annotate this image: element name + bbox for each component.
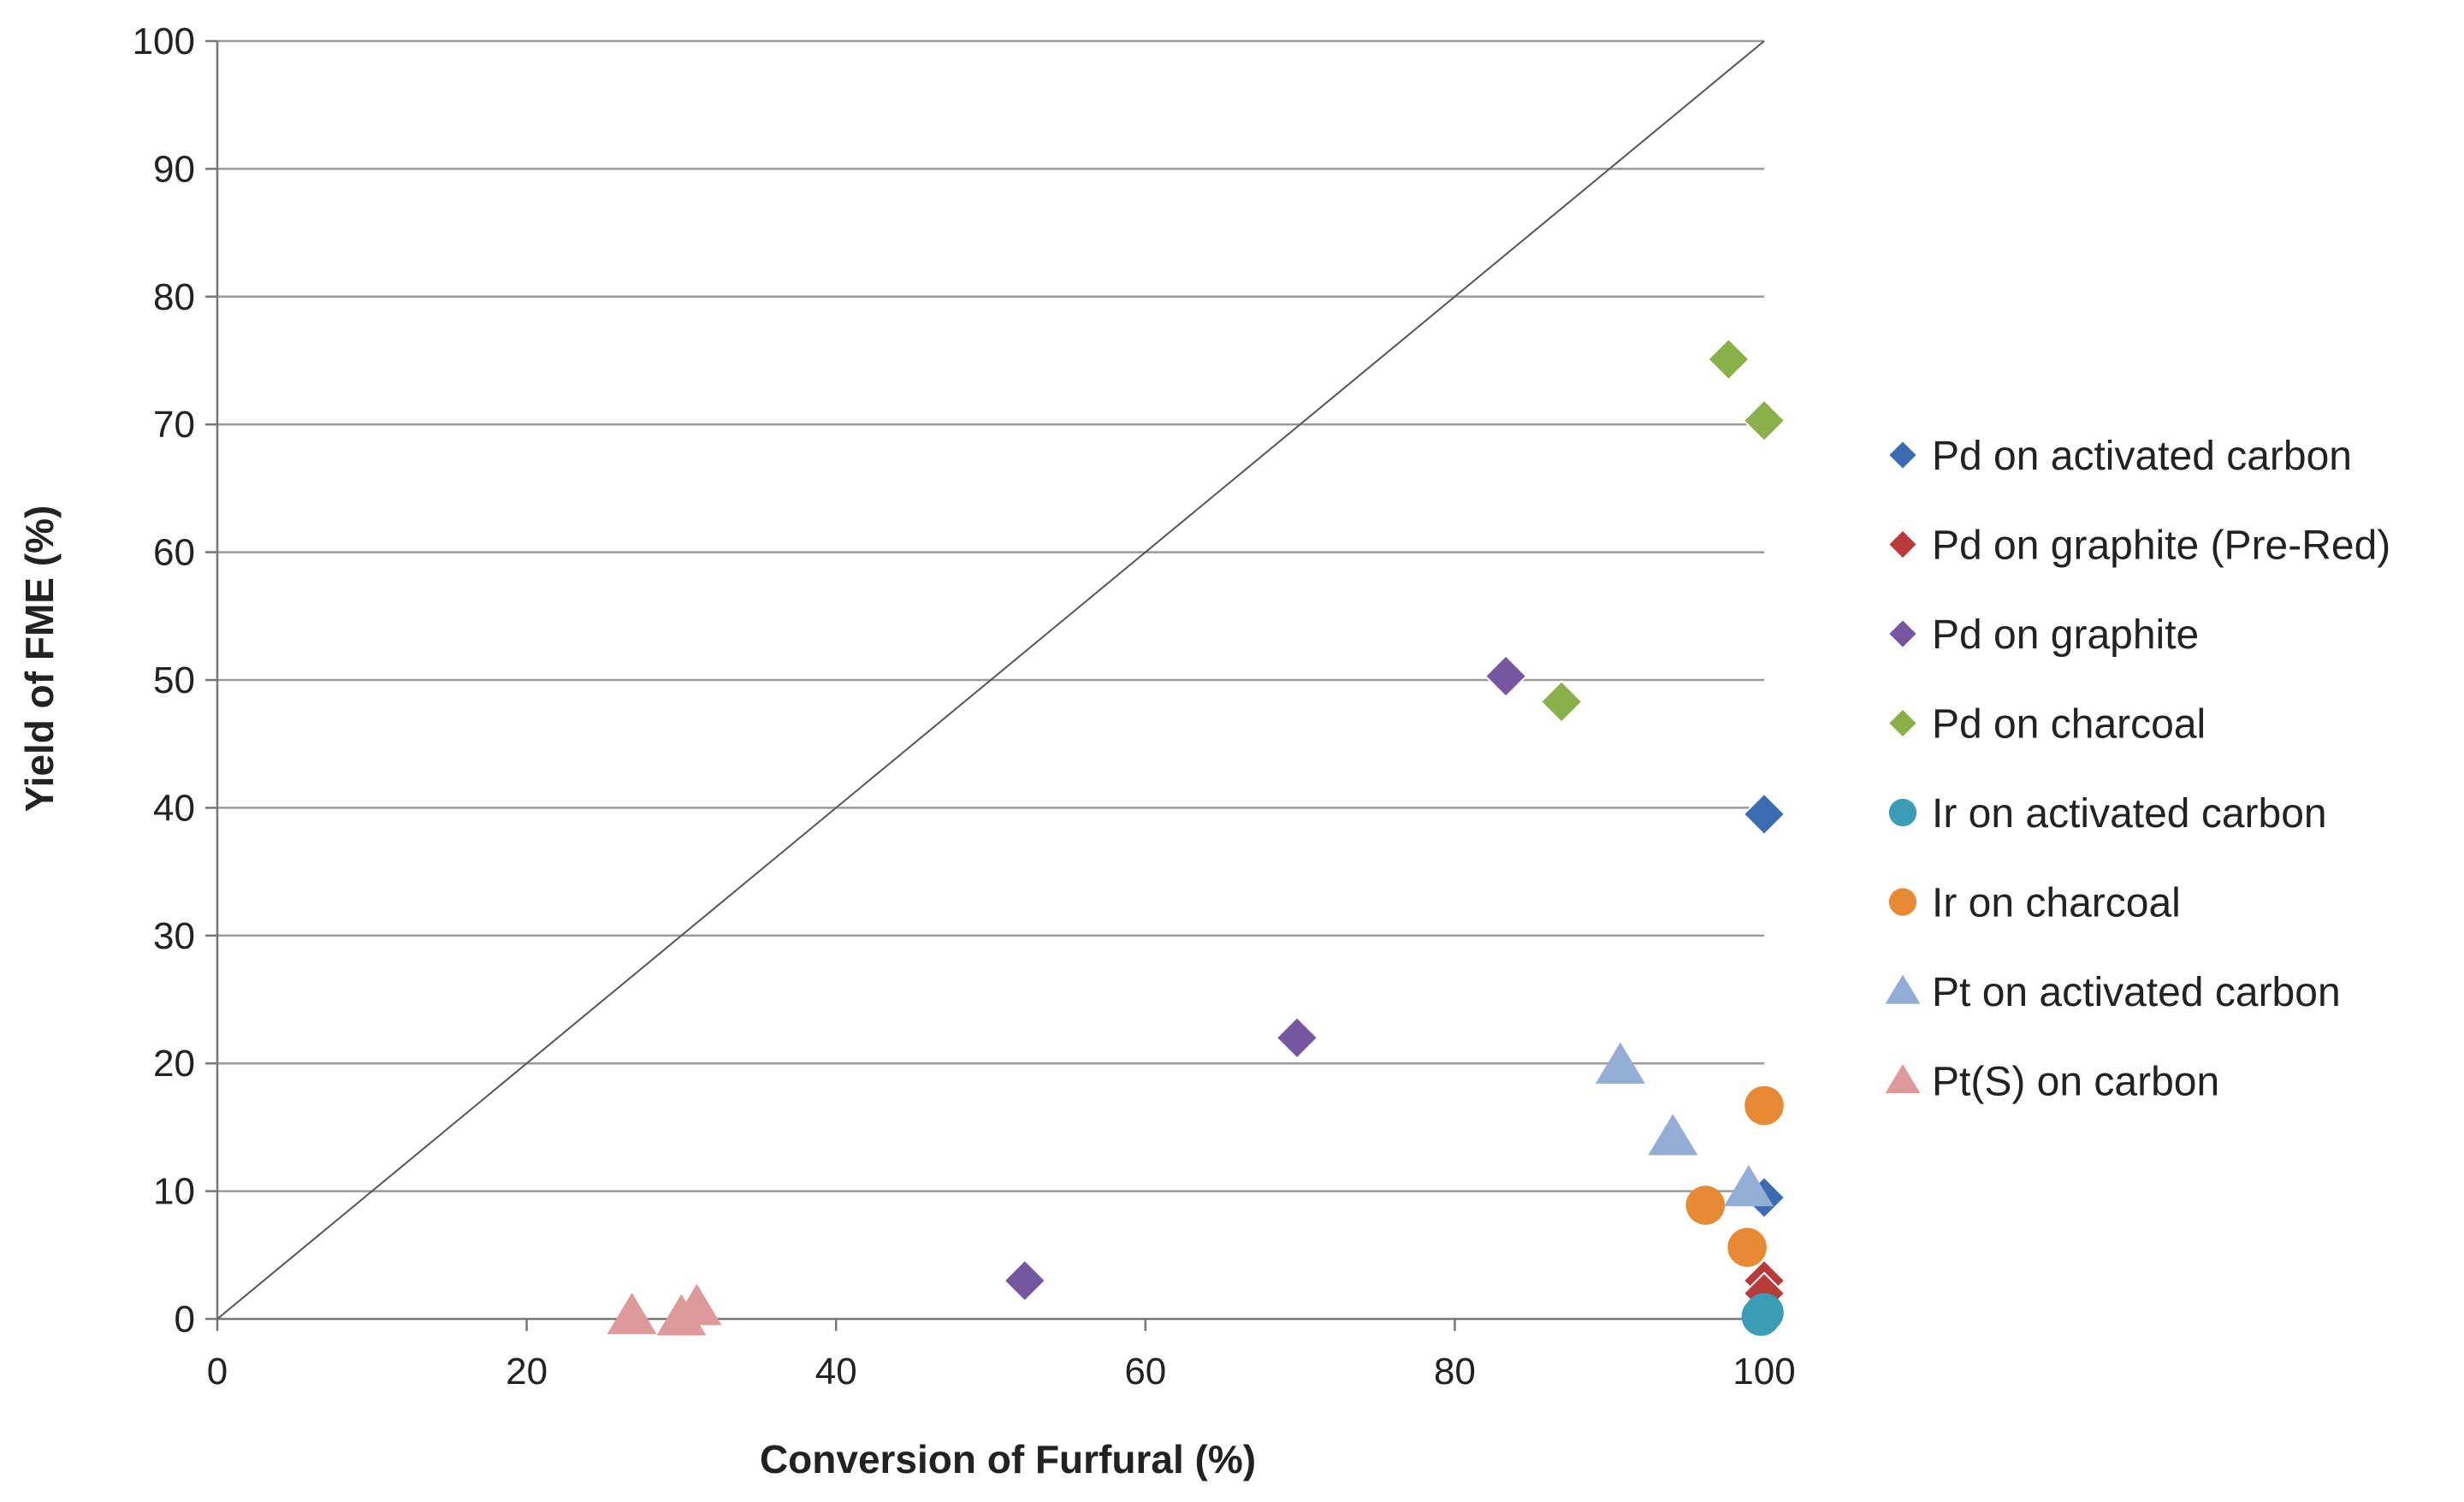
y-tick-label: 10	[153, 1171, 195, 1213]
series-7	[607, 1283, 722, 1336]
legend-label: Pt(S) on carbon	[1932, 1060, 2219, 1105]
data-point	[1742, 792, 1786, 837]
x-tick-label: 100	[1732, 1351, 1795, 1393]
series-6	[1595, 1042, 1774, 1207]
legend-label: Pd on activated carbon	[1932, 434, 2352, 479]
series-4	[1741, 1292, 1784, 1336]
data-points	[607, 337, 1786, 1336]
legend-entry: Pd on activated carbon	[1886, 434, 2352, 479]
data-point	[1275, 1015, 1319, 1060]
legend-label: Pd on graphite	[1932, 612, 2199, 658]
gridlines	[217, 39, 1764, 1192]
y-tick-label: 80	[153, 276, 195, 318]
y-tick-label: 50	[153, 659, 195, 701]
y-axis-title: Yield of FME (%)	[17, 506, 62, 813]
series-5	[1685, 1085, 1784, 1268]
legend-marker	[1888, 798, 1917, 827]
legend-label: Pt on activated carbon	[1932, 970, 2341, 1015]
tick-labels: 0 10 20 30 40 50 60 70 80 90 100 0 20 40 60 80 100	[133, 21, 1796, 1393]
legend-label: Pd on charcoal	[1932, 702, 2206, 748]
parity-line	[216, 40, 1765, 1320]
y-tick-label: 90	[153, 148, 195, 190]
legend-marker	[1885, 1063, 1921, 1094]
data-point	[1742, 399, 1786, 443]
data-point	[1595, 1042, 1645, 1084]
data-point	[1484, 654, 1528, 698]
axes	[205, 39, 1766, 1331]
legend-entry: Ir on activated carbon	[1888, 791, 2327, 837]
parity-line-group	[216, 40, 1765, 1320]
data-point	[1741, 1297, 1781, 1336]
legend-label: Ir on activated carbon	[1932, 791, 2327, 837]
y-tick-label: 40	[153, 787, 195, 829]
x-axis-title: Conversion of Furfural (%)	[760, 1437, 1256, 1481]
series-2	[1003, 654, 1528, 1303]
legend-label: Pd on graphite (Pre-Red)	[1932, 523, 2390, 569]
y-tick-label: 70	[153, 404, 195, 446]
data-point	[1648, 1114, 1698, 1156]
y-tick-label: 60	[153, 532, 195, 574]
y-tick-label: 30	[153, 915, 195, 957]
data-point	[1723, 1165, 1774, 1207]
data-point	[1539, 679, 1584, 724]
data-point	[1707, 337, 1750, 381]
data-point	[1685, 1186, 1726, 1225]
legend-entry: Pt on activated carbon	[1885, 970, 2341, 1015]
legend-marker	[1885, 974, 1921, 1004]
series-3	[1539, 337, 1786, 724]
legend: Pd on activated carbon Pd on graphite (Pr…	[1885, 434, 2390, 1105]
series-0	[1742, 792, 1786, 1220]
x-tick-label: 60	[1124, 1351, 1166, 1393]
x-tick-label: 80	[1434, 1351, 1476, 1393]
legend-marker	[1886, 439, 1919, 471]
legend-marker	[1888, 888, 1917, 916]
legend-entry: Pd on graphite	[1886, 612, 2199, 658]
data-point	[1727, 1227, 1767, 1268]
legend-marker	[1886, 529, 1919, 560]
y-tick-label: 20	[153, 1043, 195, 1085]
legend-marker	[1886, 618, 1919, 650]
legend-entry: Ir on charcoal	[1888, 881, 2181, 926]
legend-entry: Pd on charcoal	[1886, 702, 2206, 748]
data-point	[1744, 1085, 1784, 1126]
y-tick-label: 100	[133, 21, 195, 62]
legend-entry: Pt(S) on carbon	[1885, 1060, 2219, 1105]
data-point	[1003, 1258, 1047, 1303]
y-tick-label: 0	[175, 1298, 195, 1340]
legend-marker	[1886, 707, 1919, 739]
data-point	[607, 1292, 657, 1334]
data-point	[672, 1283, 722, 1326]
legend-entry: Pd on graphite (Pre-Red)	[1886, 523, 2390, 569]
x-tick-label: 20	[506, 1351, 548, 1393]
legend-label: Ir on charcoal	[1932, 881, 2181, 926]
x-tick-label: 0	[207, 1351, 228, 1393]
x-tick-label: 40	[815, 1351, 857, 1393]
